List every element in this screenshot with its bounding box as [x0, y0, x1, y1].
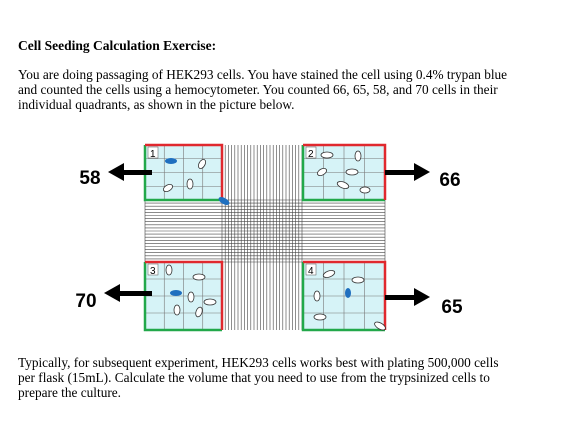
arrow [104, 284, 120, 302]
quadrant: 3 [143, 260, 224, 332]
cell [186, 178, 194, 190]
cell-count: 66 [439, 170, 460, 191]
border-green [301, 145, 385, 202]
text-line: You are doing passaging of HEK293 cells.… [18, 67, 508, 82]
cell [173, 304, 181, 316]
text-line: individual quadrants, as shown in the pi… [18, 97, 295, 112]
border-red [145, 260, 224, 330]
text-line: Typically, for subsequent experiment, HE… [18, 355, 499, 370]
border-red [145, 143, 224, 200]
cell [203, 298, 217, 306]
cell [322, 270, 336, 278]
number-box [147, 146, 159, 159]
border-green [143, 145, 222, 202]
title: Cell Seeding Calculation Exercise: [18, 38, 217, 53]
cell [320, 151, 334, 159]
arrow [414, 163, 430, 181]
text-line: per flask (15mL). Calculate the volume t… [18, 370, 490, 385]
border-green [301, 262, 385, 332]
quadrant-number: 2 [308, 149, 314, 160]
cell-count: 70 [75, 291, 96, 312]
text-line: prepare the culture. [18, 385, 121, 400]
border-red [303, 143, 387, 200]
dead-cell [218, 197, 230, 205]
paragraph: You are doing passaging of HEK293 cells.… [18, 67, 507, 112]
cell [317, 167, 327, 177]
cell [359, 186, 371, 194]
cell [313, 313, 327, 321]
text-line: and counted the cells using a hemocytome… [18, 82, 498, 97]
arrow [385, 295, 415, 300]
cell [374, 321, 386, 331]
cell [354, 150, 362, 162]
border-red [303, 260, 387, 330]
cell-count: 58 [79, 168, 100, 189]
arrow [385, 170, 415, 175]
cell [165, 264, 173, 276]
cell [187, 291, 195, 303]
dead-cell [170, 290, 182, 296]
dead-cell [165, 158, 177, 164]
cell [313, 290, 321, 302]
number-box [305, 263, 317, 276]
paragraph: Typically, for subsequent experiment, HE… [18, 355, 499, 400]
cell [192, 273, 206, 281]
arrow [122, 170, 152, 175]
cell [195, 306, 203, 318]
cell [163, 183, 173, 193]
border-green [143, 262, 222, 332]
number-box [305, 146, 317, 159]
cell [197, 159, 207, 169]
arrow [414, 288, 430, 306]
quadrant-number: 4 [308, 266, 314, 277]
cell [345, 168, 359, 176]
cell [336, 181, 350, 189]
cell-count: 65 [441, 297, 463, 318]
quadrant-number: 1 [150, 149, 156, 160]
dead-cell [345, 288, 351, 298]
quadrant: 2 [301, 143, 387, 202]
arrow [108, 163, 124, 181]
cell [351, 276, 365, 284]
arrow [118, 291, 152, 296]
cells [163, 150, 386, 331]
quadrant-number: 3 [150, 266, 156, 277]
number-box [147, 263, 159, 276]
arrows [104, 163, 430, 306]
quadrant: 1 [143, 143, 224, 202]
